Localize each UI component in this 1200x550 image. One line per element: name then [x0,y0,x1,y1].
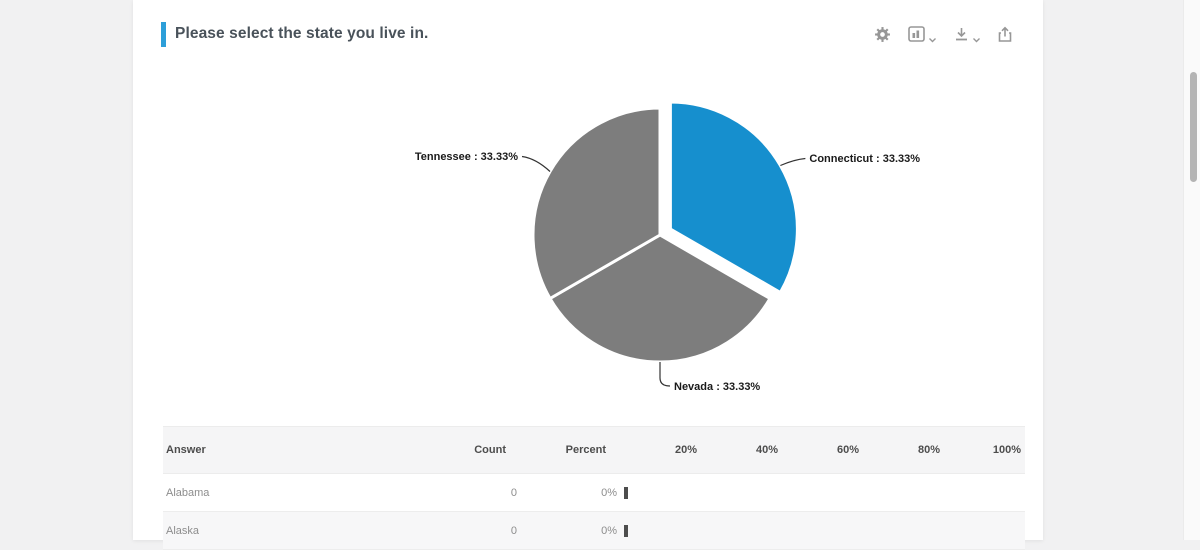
pie-label-connecticut: Connecticut : 33.33% [809,153,920,165]
pie-label-tennessee: Tennessee : 33.33% [415,151,518,163]
percent-value: 0% [601,486,617,499]
download-button[interactable] [953,26,980,43]
scale-label-40: 40% [755,444,778,456]
scale-label-20: 20% [674,444,697,456]
scale-label-100: 100% [992,444,1021,456]
table-row-alabama[interactable]: Alabama 0 0% [163,474,1025,512]
percent-bar-track [620,524,1025,537]
scale-label-80: 80% [917,444,940,456]
share-button[interactable] [997,26,1013,43]
answers-table: Answer Count Percent 20% 40% 60% 80% 100… [163,426,1025,550]
pie-chart-area: Connecticut : 33.33% Nevada : 33.33% Tenne… [133,60,1043,426]
question-header: Please select the state you live in. [133,0,1043,60]
chart-toolbar [874,25,1013,43]
table-header-row: Answer Count Percent 20% 40% 60% 80% 100… [163,426,1025,474]
pie-label-nevada: Nevada : 33.33% [674,381,760,393]
column-header-percent: Percent [565,444,606,456]
pie-leader-line [659,362,671,387]
bar-chart-icon [908,25,926,43]
pie-leader-line [521,155,551,172]
column-header-answer: Answer [166,444,206,456]
percent-bar [624,524,628,537]
pie-leader-line [780,157,806,167]
percent-scale-header: 20% 40% 60% 80% 100% [620,444,1025,456]
download-arrow-icon [953,26,970,43]
answer-label: Alaska [166,524,200,537]
chevron-down-icon [973,37,980,43]
settings-button[interactable] [874,26,891,43]
table-row-alaska[interactable]: Alaska 0 0% [163,512,1025,550]
share-arrow-icon [997,26,1013,43]
pie-slice-connecticut[interactable] [668,100,799,295]
column-header-count: Count [474,444,506,456]
scale-label-60: 60% [836,444,859,456]
question-report-card: Please select the state you live in. [133,0,1043,550]
percent-bar-track [620,486,1025,499]
pie-slice-nevada[interactable] [547,233,773,364]
pie-slice-tennessee[interactable] [531,106,662,301]
page-scrollbar-thumb[interactable] [1190,72,1197,182]
percent-value: 0% [601,524,617,537]
percent-bar [624,486,628,499]
chevron-down-icon [929,37,936,43]
answer-label: Alabama [166,486,210,499]
question-title: Please select the state you live in. [175,25,429,42]
chart-type-button[interactable] [908,25,936,43]
count-value: 0 [510,524,517,537]
question-accent-bar [161,21,166,47]
pie-chart: Connecticut : 33.33% Nevada : 33.33% Tenne… [415,100,920,393]
page-scrollbar-track[interactable] [1183,0,1200,540]
count-value: 0 [510,486,517,499]
gear-icon [874,26,891,43]
